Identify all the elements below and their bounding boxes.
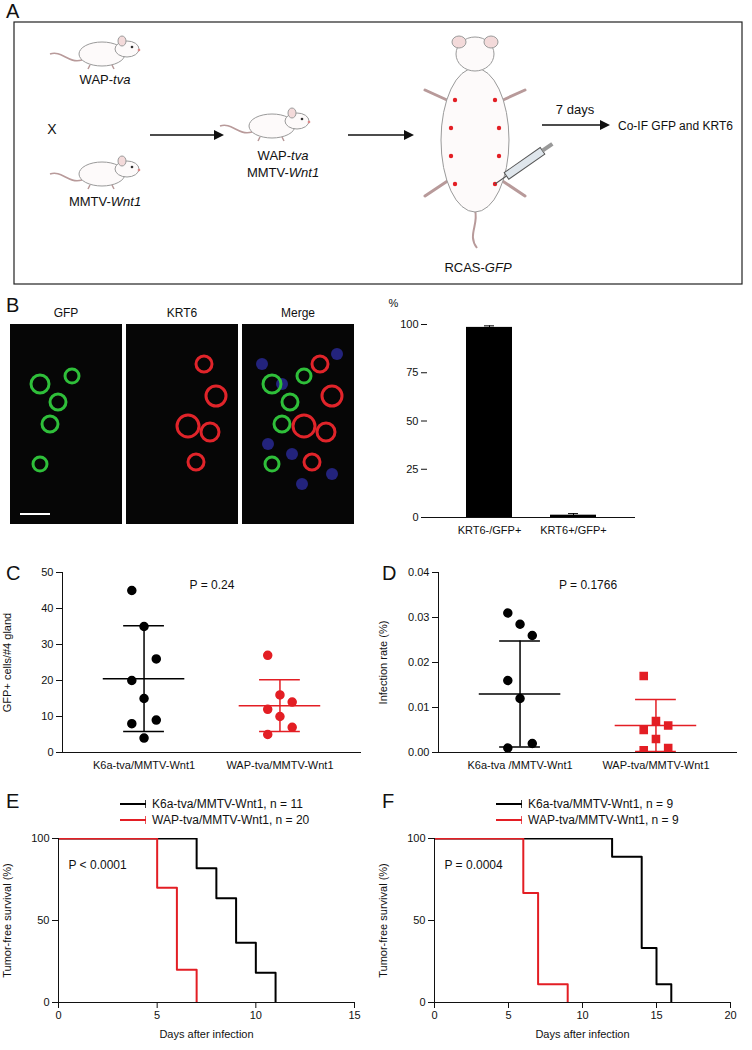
svg-text:10: 10: [576, 1009, 588, 1021]
svg-text:X: X: [47, 121, 57, 137]
svg-text:Infection rate (%): Infection rate (%): [377, 621, 389, 705]
html-text:K6a-tva/MMTV-Wnt1, n = 9: K6a-tva/MMTV-Wnt1, n = 9: [528, 797, 674, 811]
svg-text:5: 5: [505, 1009, 511, 1021]
svg-text:15: 15: [650, 1009, 662, 1021]
svg-text:30: 30: [41, 638, 53, 650]
html-text:B: B: [6, 294, 20, 316]
svg-text:5: 5: [154, 1009, 160, 1021]
svg-text:20: 20: [41, 674, 53, 686]
svg-text:Tumor-free survival (%): Tumor-free survival (%): [377, 863, 389, 978]
svg-text:0.00: 0.00: [408, 746, 429, 758]
html-text:D: D: [382, 562, 397, 584]
svg-text:GFP: GFP: [54, 306, 79, 320]
svg-text:WAP-tva: WAP-tva: [80, 72, 131, 87]
svg-text:0: 0: [431, 1009, 437, 1021]
svg-text:75: 75: [406, 366, 418, 378]
svg-text:P = 0.24: P = 0.24: [190, 578, 235, 592]
svg-text:0: 0: [412, 511, 418, 523]
svg-text:WAP-tva: WAP-tva: [258, 148, 309, 163]
svg-text:0: 0: [419, 996, 425, 1008]
svg-text:KRT6: KRT6: [167, 306, 198, 320]
svg-text:Merge: Merge: [281, 306, 315, 320]
svg-text:KRT6+/GFP+: KRT6+/GFP+: [540, 524, 606, 536]
svg-text:P < 0.0001: P < 0.0001: [69, 858, 127, 872]
svg-text:0.04: 0.04: [408, 566, 429, 578]
svg-text:50: 50: [406, 415, 418, 427]
svg-text:Co-IF GFP and KRT6: Co-IF GFP and KRT6: [618, 119, 733, 133]
svg-text:Days after infection: Days after infection: [159, 1028, 253, 1040]
svg-text:0: 0: [43, 996, 49, 1008]
svg-text:20: 20: [724, 1009, 736, 1021]
svg-text:%: %: [389, 297, 399, 309]
svg-text:MMTV-Wnt1: MMTV-Wnt1: [247, 165, 319, 180]
svg-text:0.01: 0.01: [408, 701, 429, 713]
svg-text:WAP-tva/MMTV-Wnt1: WAP-tva/MMTV-Wnt1: [602, 759, 709, 771]
html-text:A: A: [6, 0, 20, 22]
svg-text:K6a-tva/MMTV-Wnt1: K6a-tva/MMTV-Wnt1: [93, 759, 195, 771]
html-text:K6a-tva/MMTV-Wnt1, n = 11: K6a-tva/MMTV-Wnt1, n = 11: [152, 797, 303, 811]
svg-text:KRT6-/GFP+: KRT6-/GFP+: [458, 524, 522, 536]
svg-text:10: 10: [250, 1009, 262, 1021]
svg-text:WAP-tva/MMTV-Wnt1: WAP-tva/MMTV-Wnt1: [226, 759, 333, 771]
html-text:E: E: [6, 790, 20, 812]
html-text:WAP-tva/MMTV-Wnt1, n = 9: WAP-tva/MMTV-Wnt1, n = 9: [528, 813, 679, 827]
svg-text:P = 0.0004: P = 0.0004: [445, 858, 503, 872]
svg-text:Tumor-free survival (%): Tumor-free survival (%): [1, 863, 13, 978]
svg-text:100: 100: [31, 832, 49, 844]
svg-text:GFP+ cells/#4 gland: GFP+ cells/#4 gland: [1, 613, 13, 712]
svg-text:Days after infection: Days after infection: [535, 1028, 629, 1040]
svg-text:0.03: 0.03: [408, 611, 429, 623]
html-text:WAP-tva/MMTV-Wnt1, n = 20: WAP-tva/MMTV-Wnt1, n = 20: [152, 813, 310, 827]
svg-text:50: 50: [37, 914, 49, 926]
svg-text:10: 10: [41, 710, 53, 722]
svg-text:K6a-tva /MMTV-Wnt1: K6a-tva /MMTV-Wnt1: [467, 759, 572, 771]
svg-text:25: 25: [406, 463, 418, 475]
svg-text:0: 0: [55, 1009, 61, 1021]
svg-text:100: 100: [400, 318, 418, 330]
svg-text:0.02: 0.02: [408, 656, 429, 668]
svg-text:50: 50: [41, 566, 53, 578]
svg-text:100: 100: [407, 832, 425, 844]
svg-text:MMTV-Wnt1: MMTV-Wnt1: [69, 194, 141, 209]
svg-text:P = 0.1766: P = 0.1766: [559, 578, 617, 592]
svg-text:15: 15: [348, 1009, 360, 1021]
svg-text:7 days: 7 days: [556, 102, 595, 117]
svg-text:RCAS-GFP: RCAS-GFP: [444, 260, 512, 275]
html-text:C: C: [6, 562, 21, 584]
svg-text:40: 40: [41, 602, 53, 614]
svg-text:0: 0: [47, 746, 53, 758]
svg-text:50: 50: [413, 914, 425, 926]
html-text:F: F: [382, 790, 395, 812]
